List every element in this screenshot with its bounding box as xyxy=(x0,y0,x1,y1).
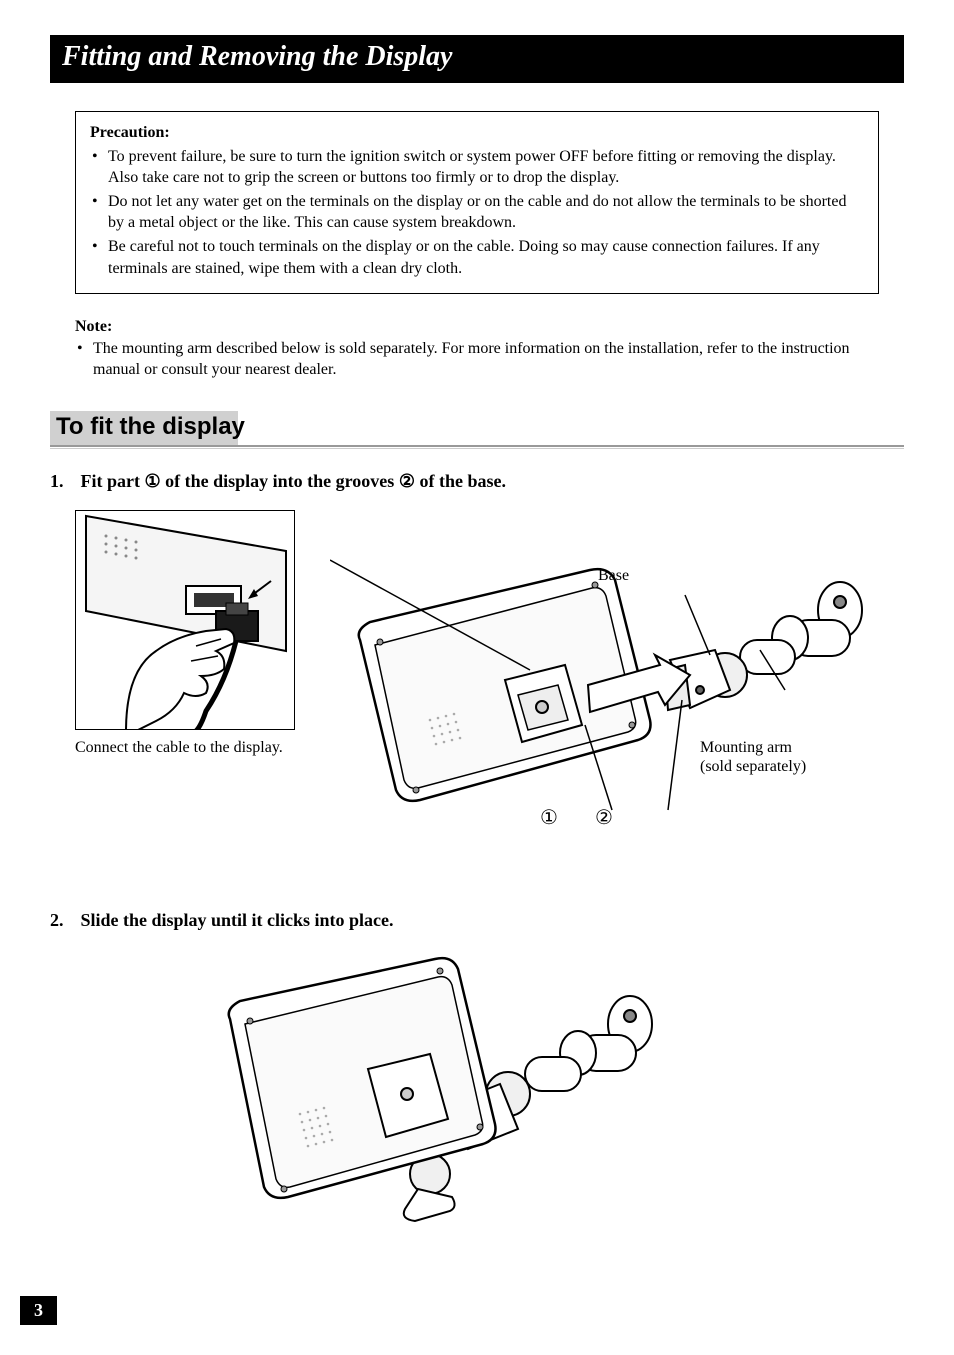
page-number: 3 xyxy=(34,1300,43,1320)
step-1-ref1: ① xyxy=(144,471,160,491)
label-mounting-arm-1: Mounting arm xyxy=(700,739,792,756)
note-list: The mounting arm described below is sold… xyxy=(75,338,879,381)
page-title-bar: Fitting and Removing the Display xyxy=(50,35,904,83)
note-block: Note: The mounting arm described below i… xyxy=(75,316,879,381)
page-number-tab: 3 xyxy=(20,1296,57,1325)
fit-display-illustration xyxy=(330,540,890,850)
note-item: The mounting arm described below is sold… xyxy=(75,338,879,381)
section-heading: To fit the display xyxy=(50,411,904,447)
figure-1: Connect the cable to the display. xyxy=(50,510,904,870)
section-heading-text: To fit the display xyxy=(56,413,245,440)
label-base: Base xyxy=(598,566,629,585)
note-heading: Note: xyxy=(75,316,879,338)
step-2-num: 2. xyxy=(50,910,76,931)
step-1-text-pre: Fit part xyxy=(81,471,145,491)
step-2-text: Slide the display until it clicks into p… xyxy=(81,910,394,930)
callout-2: ② xyxy=(595,805,613,830)
step-1-text-post: of the base. xyxy=(415,471,506,491)
precaution-box: Precaution: To prevent failure, be sure … xyxy=(75,111,879,294)
slide-display-illustration xyxy=(200,949,700,1249)
step-1: 1. Fit part ① of the display into the gr… xyxy=(50,471,904,492)
main-illustration-1 xyxy=(330,540,890,850)
step-1-num: 1. xyxy=(50,471,76,492)
step-1-text-mid: of the display into the grooves xyxy=(161,471,399,491)
label-mounting-arm-2: (sold separately) xyxy=(700,758,806,775)
figure-2 xyxy=(50,949,904,1249)
precaution-list: To prevent failure, be sure to turn the … xyxy=(90,146,864,280)
inset-illustration xyxy=(75,510,295,730)
label-mounting-arm: Mounting arm (sold separately) xyxy=(700,738,806,776)
precaution-item: To prevent failure, be sure to turn the … xyxy=(90,146,864,189)
cable-connect-illustration xyxy=(76,511,295,730)
callout-1: ① xyxy=(540,805,558,830)
page-title: Fitting and Removing the Display xyxy=(62,41,452,72)
inset-caption: Connect the cable to the display. xyxy=(75,738,305,759)
step-1-ref2: ② xyxy=(399,471,415,491)
main-illustration-2 xyxy=(200,949,700,1249)
precaution-item: Do not let any water get on the terminal… xyxy=(90,191,864,234)
precaution-heading: Precaution: xyxy=(90,122,864,144)
precaution-item: Be careful not to touch terminals on the… xyxy=(90,236,864,279)
step-2: 2. Slide the display until it clicks int… xyxy=(50,910,904,931)
